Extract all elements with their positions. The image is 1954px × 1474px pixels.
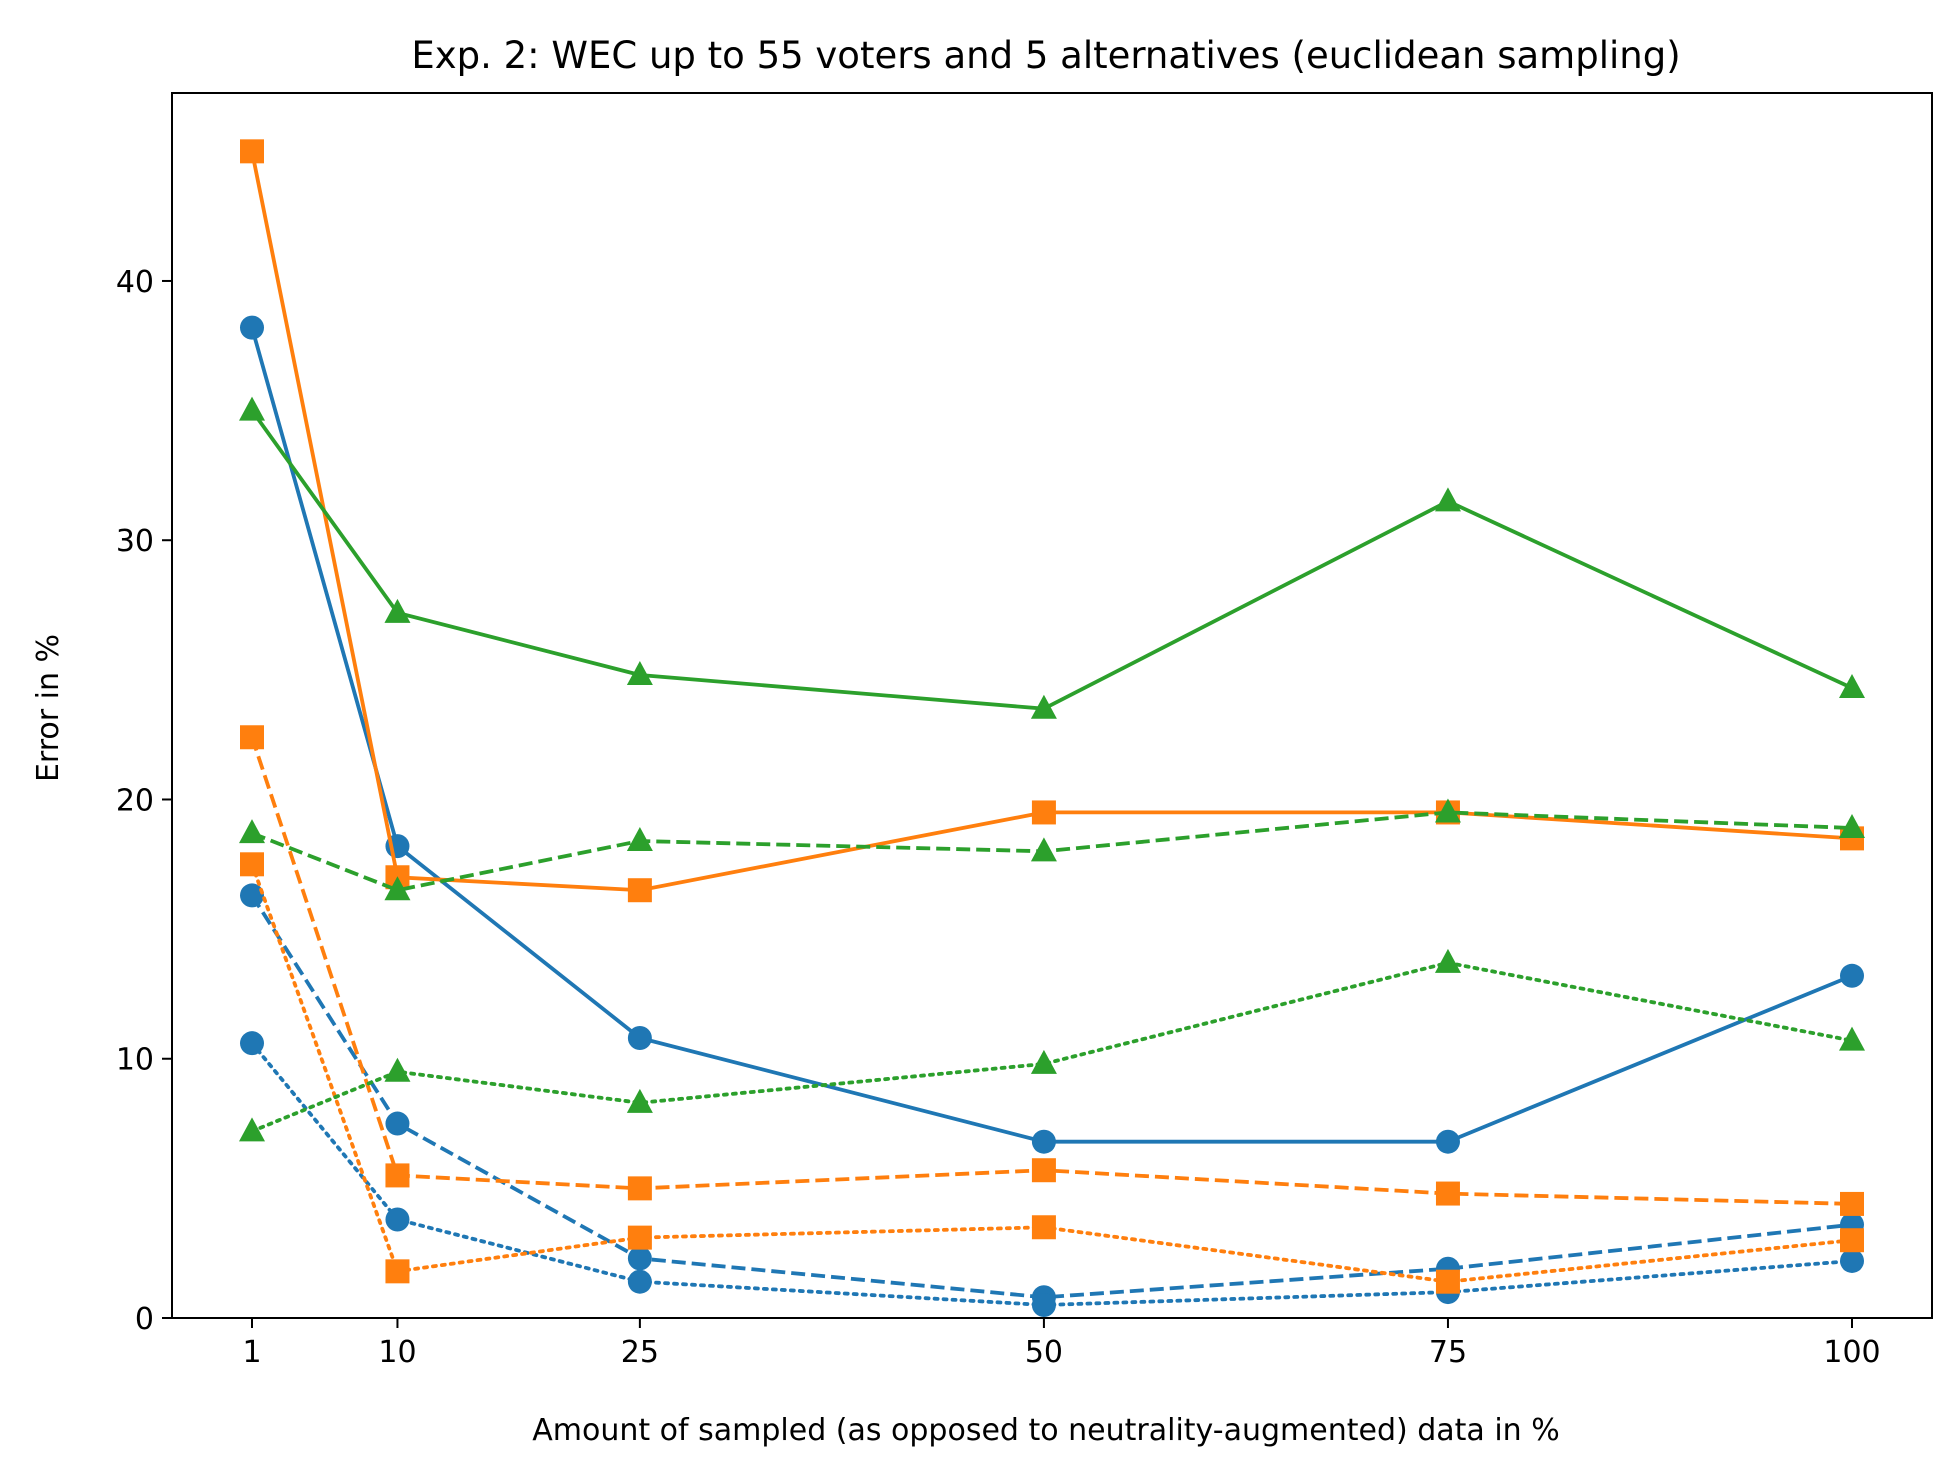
series-3-point-3	[627, 1269, 652, 1294]
series-5-point-1	[240, 725, 264, 750]
series-4-point-1	[240, 139, 264, 164]
x-tick-label-3: 25	[621, 1335, 659, 1370]
y-tick-label-1: 0	[135, 1302, 154, 1337]
series-8-line	[251, 810, 1853, 893]
series-9-point-6	[1839, 1026, 1865, 1051]
series-5-point-6	[1840, 1191, 1864, 1216]
series-6-point-1	[240, 852, 264, 877]
series-9-point-5	[1434, 948, 1461, 973]
series-8-point-1	[239, 819, 265, 844]
series-8	[239, 798, 1865, 901]
series-7-point-2	[384, 598, 411, 623]
series-3-point-4	[1031, 1293, 1056, 1318]
y-tick-label-3: 20	[116, 783, 154, 818]
x-tick-label-1: 1	[242, 1335, 261, 1370]
x-tick-label-2: 10	[378, 1335, 416, 1370]
y-axis-label: Error in %	[31, 634, 66, 782]
series-5-point-4	[1031, 1158, 1056, 1183]
series-3-point-2	[385, 1207, 410, 1232]
series-2-point-2	[385, 1111, 410, 1136]
series-8-point-4	[1030, 837, 1057, 862]
series-1-point-1	[240, 315, 264, 340]
series-7	[239, 396, 1865, 719]
series-7-point-6	[1839, 674, 1865, 698]
series-9-point-3	[626, 1088, 653, 1113]
series-4-point-4	[1031, 800, 1056, 825]
series-1-point-5	[1435, 1129, 1460, 1154]
x-tick-label-5: 75	[1429, 1335, 1467, 1370]
series-2-line	[250, 894, 1853, 1300]
series-5-point-2	[385, 1163, 410, 1188]
series-6-point-3	[627, 1225, 652, 1250]
series-8-point-3	[626, 826, 653, 851]
chart-title: Exp. 2: WEC up to 55 voters and 5 altern…	[411, 34, 1680, 77]
axes-layer: 1 10 25 50 75 100 0 10 20 30 40	[116, 92, 1933, 1370]
series-7-point-4	[1030, 694, 1057, 719]
y-tick-label-2: 10	[116, 1043, 154, 1078]
series-9-point-2	[384, 1057, 411, 1082]
series-5	[240, 725, 1864, 1216]
series-2-point-1	[240, 883, 264, 908]
series-3-point-1	[240, 1031, 264, 1056]
series-1-point-4	[1031, 1129, 1056, 1154]
series-4-point-3	[627, 878, 652, 903]
series-7-line	[250, 409, 1853, 711]
series-6-line	[250, 862, 1854, 1284]
series-5-line	[250, 736, 1853, 1206]
series-6-point-2	[385, 1259, 410, 1284]
series-3-point-6	[1840, 1248, 1864, 1273]
series-1-point-6	[1840, 963, 1864, 988]
series-6-point-6	[1840, 1228, 1864, 1253]
x-axis-label: Amount of sampled (as opposed to neutral…	[532, 1413, 1560, 1448]
series-9	[239, 948, 1865, 1142]
x-tick-label-4: 50	[1025, 1335, 1063, 1370]
series-3-line	[250, 1041, 1854, 1307]
series-9-point-4	[1030, 1049, 1057, 1074]
series-2-point-3	[627, 1246, 652, 1271]
series-layer	[239, 139, 1865, 1318]
series-8-point-2	[384, 876, 411, 901]
series-9-line	[250, 960, 1854, 1134]
series-7-point-3	[626, 661, 653, 686]
series-9-point-1	[239, 1117, 265, 1142]
plot-frame	[171, 92, 1933, 1319]
y-tick-label-5: 40	[116, 265, 154, 300]
series-7-point-5	[1434, 487, 1461, 512]
series-7-point-1	[239, 396, 265, 421]
series-6	[240, 852, 1864, 1294]
x-tick-label-6: 100	[1823, 1335, 1880, 1370]
y-tick-label-4: 30	[116, 524, 154, 559]
series-6-point-4	[1031, 1215, 1056, 1240]
series-5-point-3	[627, 1176, 652, 1201]
series-8-point-5	[1434, 798, 1461, 823]
series-1-point-3	[627, 1026, 652, 1050]
series-8-point-6	[1839, 814, 1865, 838]
series-6-point-5	[1435, 1269, 1460, 1294]
series-5-point-5	[1435, 1181, 1460, 1206]
